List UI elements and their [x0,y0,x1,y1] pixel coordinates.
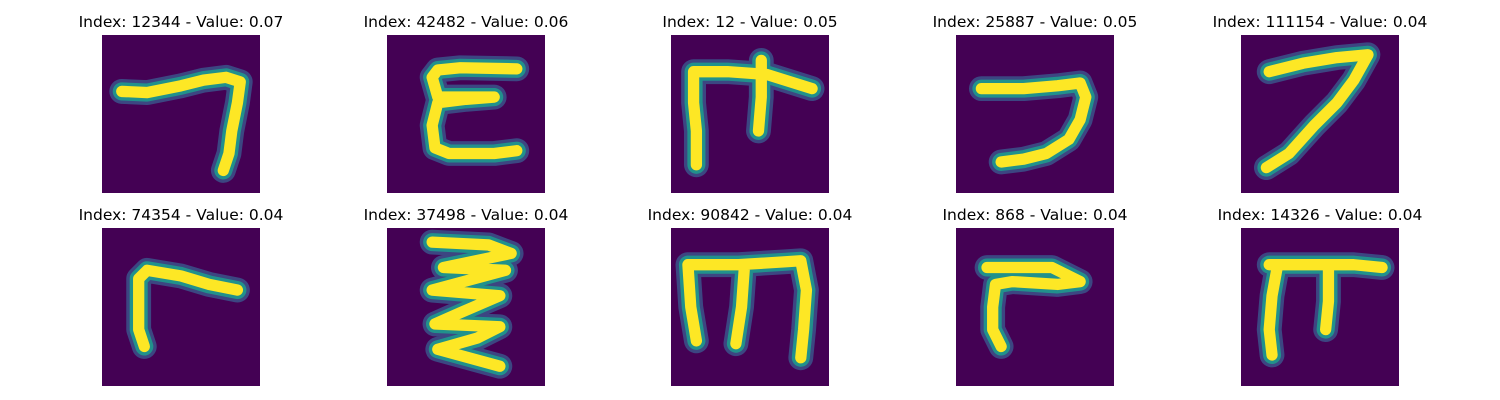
glyph-stroke [981,261,1086,353]
panel-title: Index: 42482 - Value: 0.06 [363,13,569,31]
glyph-stroke [116,71,246,177]
glyph-stroke [1263,259,1388,361]
panel-title: Index: 37498 - Value: 0.04 [363,206,569,224]
glyph-stroke [682,255,813,364]
digit-image [102,228,260,386]
digit-image [956,228,1114,386]
digit-image [1241,35,1399,193]
glyph-stroke [426,62,523,160]
digit-image [387,35,545,193]
digit-image [1241,228,1399,386]
panel-title: Index: 14326 - Value: 0.04 [1217,206,1423,224]
panel-title: Index: 12 - Value: 0.05 [662,13,838,31]
glyph-stroke [975,77,1092,168]
panel-title: Index: 868 - Value: 0.04 [942,206,1128,224]
digit-image [102,35,260,193]
panel-title: Index: 111154 - Value: 0.04 [1212,13,1428,31]
panel-title: Index: 12344 - Value: 0.07 [78,13,284,31]
glyph-stroke [133,264,244,353]
digit-image [671,228,829,386]
panel-title: Index: 90842 - Value: 0.04 [647,206,853,224]
panel-title: Index: 74354 - Value: 0.04 [78,206,284,224]
glyph-stroke [1260,49,1374,174]
digit-image [387,228,545,386]
glyph-stroke [687,54,818,171]
digit-image [671,35,829,193]
glyph-stroke [426,236,517,372]
panel-title: Index: 25887 - Value: 0.05 [932,13,1138,31]
digit-image [956,35,1114,193]
